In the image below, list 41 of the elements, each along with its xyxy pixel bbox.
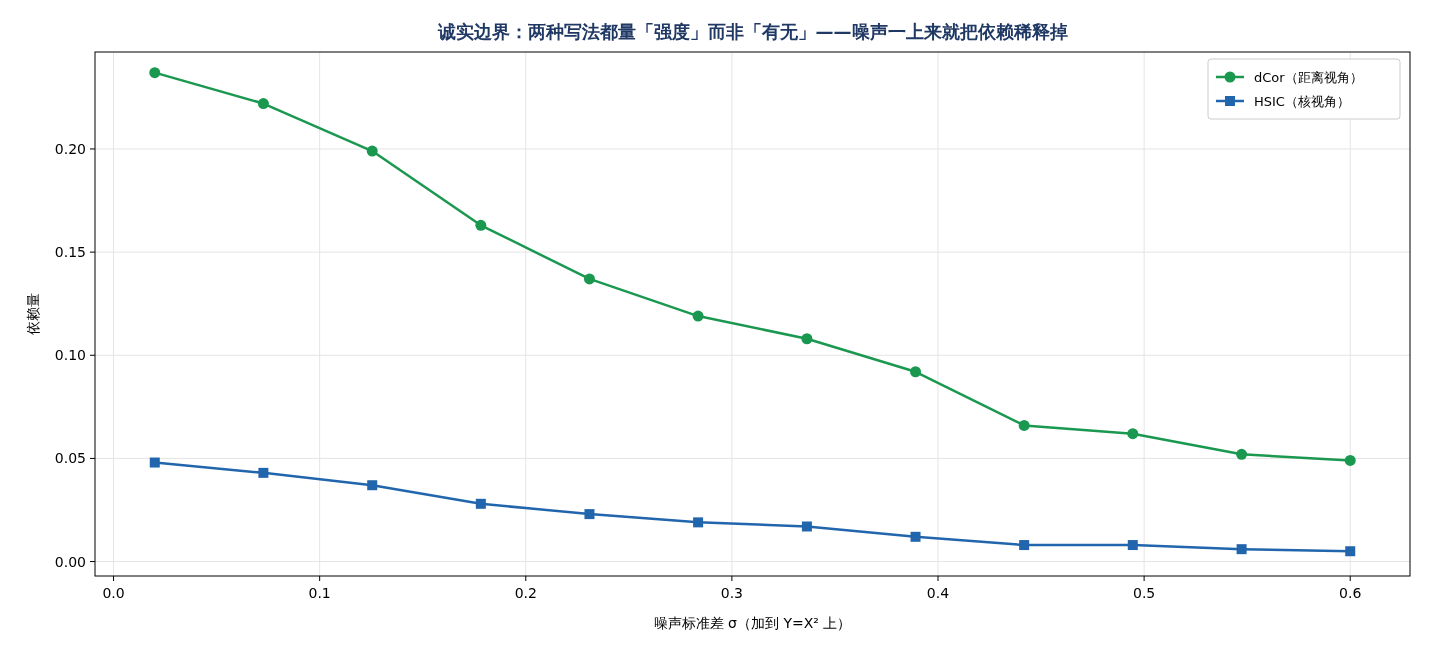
- point: [1236, 448, 1248, 460]
- x-tick-label: 0.5: [1132, 585, 1156, 601]
- point: [1345, 546, 1356, 557]
- point: [583, 273, 595, 285]
- chart-title: 诚实边界：两种写法都量「强度」而非「有无」——噪声一上来就把依赖稀释掉: [436, 21, 1068, 42]
- x-tick-label: 0.2: [514, 585, 537, 601]
- point: [910, 366, 922, 378]
- x-tick-label: 0.1: [308, 585, 331, 601]
- y-axis-title: 依赖量: [25, 293, 41, 335]
- point: [801, 333, 813, 345]
- point: [692, 310, 704, 322]
- point: [1019, 540, 1030, 551]
- x-axis-title: 噪声标准差 σ（加到 Y=X² 上）: [653, 615, 852, 631]
- y-tick-label: 0.00: [54, 553, 86, 570]
- point: [693, 517, 704, 528]
- point: [366, 145, 378, 157]
- point: [910, 531, 921, 542]
- point: [584, 509, 595, 520]
- y-tick-label: 0.10: [54, 347, 86, 364]
- point: [1127, 428, 1139, 440]
- point: [149, 67, 161, 79]
- x-tick-label: 0.4: [926, 585, 950, 601]
- point: [1127, 540, 1138, 551]
- point: [149, 457, 160, 468]
- x-tick-label: 0.0: [102, 585, 125, 601]
- x-tick-label: 0.3: [720, 585, 744, 601]
- point: [1236, 544, 1247, 555]
- point: [1018, 419, 1030, 431]
- point: [367, 480, 378, 491]
- y-tick-label: 0.20: [54, 140, 86, 157]
- x-tick-label: 0.6: [1339, 585, 1362, 601]
- legend-label: HSIC（核视角）: [1254, 94, 1350, 109]
- point: [258, 467, 269, 478]
- point: [475, 219, 487, 231]
- y-tick-label: 0.15: [54, 244, 86, 261]
- point: [257, 98, 269, 110]
- point: [1344, 454, 1356, 466]
- y-tick-label: 0.05: [54, 450, 86, 467]
- legend-label: dCor（距离视角）: [1254, 70, 1363, 85]
- point: [475, 498, 486, 509]
- point: [801, 521, 812, 532]
